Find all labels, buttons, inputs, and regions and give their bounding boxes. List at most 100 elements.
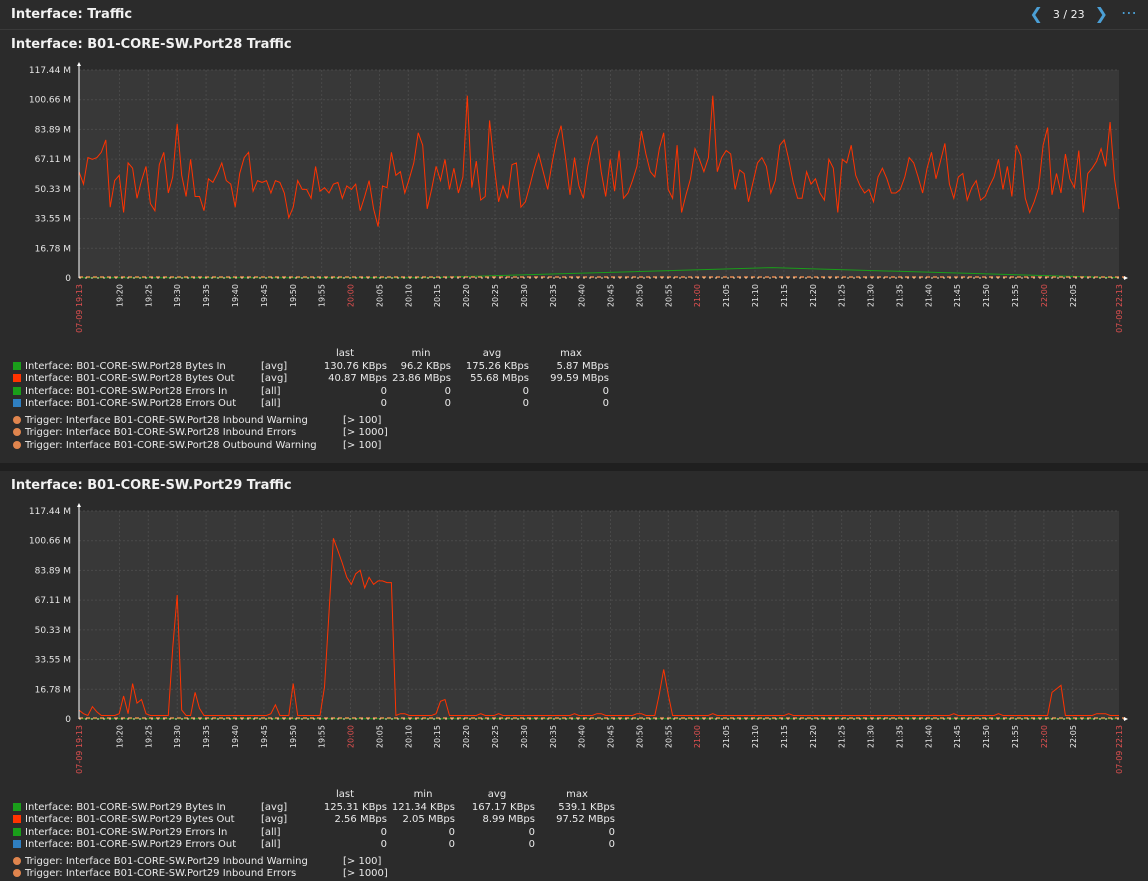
legend-item-avg: 8.99 MBps (457, 814, 537, 827)
x-tick-label: 20:50 (635, 725, 644, 748)
x-tick-label: 21:35 (895, 725, 904, 748)
x-tick-label: 21:05 (722, 725, 731, 748)
legend-item-name: Interface: B01-CORE-SW.Port29 Bytes In (25, 802, 226, 813)
trigger-dot (13, 416, 21, 424)
trigger-dot (13, 857, 21, 865)
x-tick-label: 19:25 (144, 725, 153, 748)
y-tick-label: 67.11 M (35, 596, 71, 606)
legend-port28: last min avg max Interface: B01-CORE-SW.… (13, 348, 611, 452)
page-indicator: 3 / 23 (1053, 8, 1085, 21)
legend-item-max: 0 (537, 839, 617, 852)
legend-item-func: [all] (261, 386, 301, 399)
legend-swatch (13, 399, 21, 407)
legend-item-avg: 0 (453, 398, 531, 411)
x-tick-label: 19:25 (144, 284, 153, 307)
legend-item-min: 0 (389, 398, 453, 411)
x-tick-label: 21:40 (924, 284, 933, 307)
trigger-dot (13, 441, 21, 449)
x-tick-label: 20:05 (375, 725, 384, 748)
legend-header-min: min (389, 348, 453, 361)
trigger-dot (13, 428, 21, 436)
legend-row: Interface: B01-CORE-SW.Port29 Errors In … (13, 827, 617, 840)
legend-item-name: Interface: B01-CORE-SW.Port28 Bytes In (25, 361, 226, 372)
trigger-value: [> 100] (343, 856, 388, 869)
legend-item-last: 125.31 KBps (301, 802, 389, 815)
legend-item-name: Interface: B01-CORE-SW.Port28 Errors Out (25, 398, 236, 409)
legend-item-max: 0 (537, 827, 617, 840)
x-tick-label: 20:40 (578, 284, 587, 307)
x-tick-label: 21:15 (780, 725, 789, 748)
legend-item-min: 0 (389, 839, 457, 852)
x-tick-label: 19:30 (173, 725, 182, 748)
y-tick-label: 83.89 M (35, 566, 71, 576)
y-tick-label: 100.66 M (29, 537, 71, 547)
legend-item-min: 121.34 KBps (389, 802, 457, 815)
legend-item-func: [avg] (261, 373, 301, 386)
y-tick-label: 0 (65, 715, 71, 725)
legend-item-last: 0 (301, 386, 389, 399)
legend-item-avg: 0 (453, 386, 531, 399)
legend-swatch (13, 374, 21, 382)
x-tick-label: 19:30 (173, 284, 182, 307)
x-axis-arrow (1124, 276, 1128, 280)
x-tick-label: 21:45 (953, 284, 962, 307)
graph-title-port29: Interface: B01-CORE-SW.Port29 Traffic (11, 478, 292, 493)
y-tick-label: 50.33 M (35, 626, 71, 636)
trigger-value: [> 100] (343, 440, 388, 453)
pager: ❮ 3 / 23 ❯ (1029, 6, 1108, 22)
legend-item-last: 2.56 MBps (301, 814, 389, 827)
legend-item-last: 130.76 KBps (301, 361, 389, 374)
x-tick-label: 20:30 (520, 284, 529, 307)
legend-header-avg: avg (457, 789, 537, 802)
x-tick-label: 20:15 (433, 284, 442, 307)
ellipsis-icon[interactable]: ⋯ (1121, 3, 1138, 22)
x-tick-label: 19:35 (202, 284, 211, 307)
x-tick-label: 21:25 (838, 725, 847, 748)
x-tick-label: 22:00 (1040, 725, 1049, 748)
chevron-right-icon[interactable]: ❯ (1095, 6, 1108, 22)
y-tick-label: 0 (65, 274, 71, 284)
legend-swatch (13, 815, 21, 823)
legend-item-func: [all] (261, 839, 301, 852)
trigger-row: Trigger: Interface B01-CORE-SW.Port29 In… (13, 856, 388, 869)
y-tick-label: 16.78 M (35, 244, 71, 254)
x-tick-label: 21:10 (751, 725, 760, 748)
legend-header-max: max (531, 348, 611, 361)
x-tick-label: 20:40 (578, 725, 587, 748)
legend-item-max: 5.87 MBps (531, 361, 611, 374)
legend-header-min: min (389, 789, 457, 802)
legend-swatch (13, 803, 21, 811)
trigger-dot (13, 869, 21, 877)
trigger-name: Trigger: Interface B01-CORE-SW.Port29 In… (25, 868, 296, 879)
x-tick-label: 20:05 (375, 284, 384, 307)
legend-item-max: 97.52 MBps (537, 814, 617, 827)
x-tick-label: 21:20 (809, 284, 818, 307)
y-tick-label: 83.89 M (35, 125, 71, 135)
graph-title-port28: Interface: B01-CORE-SW.Port28 Traffic (11, 37, 292, 52)
chevron-left-icon[interactable]: ❮ (1029, 6, 1042, 22)
trigger-row: Trigger: Interface B01-CORE-SW.Port28 In… (13, 427, 388, 440)
legend-item-func: [all] (261, 827, 301, 840)
trigger-value: [> 1000] (343, 868, 388, 881)
legend-row: Interface: B01-CORE-SW.Port29 Bytes Out … (13, 814, 617, 827)
legend-header-last: last (301, 789, 389, 802)
x-tick-label: 20:45 (607, 725, 616, 748)
trigger-value: [> 100] (343, 415, 388, 428)
trigger-name: Trigger: Interface B01-CORE-SW.Port29 In… (25, 856, 308, 867)
x-tick-label: 21:55 (1011, 725, 1020, 748)
x-tick-label: 20:10 (404, 725, 413, 748)
y-tick-label: 16.78 M (35, 685, 71, 695)
x-tick-label: 19:20 (115, 284, 124, 307)
legend-item-max: 99.59 MBps (531, 373, 611, 386)
legend-item-name: Interface: B01-CORE-SW.Port28 Bytes Out (25, 373, 235, 384)
legend-item-last: 0 (301, 827, 389, 840)
legend-item-avg: 0 (457, 827, 537, 840)
y-tick-label: 50.33 M (35, 185, 71, 195)
x-tick-label: 21:40 (924, 725, 933, 748)
legend-item-func: [avg] (261, 802, 301, 815)
x-tick-label: 19:45 (260, 284, 269, 307)
legend-row: Interface: B01-CORE-SW.Port29 Bytes In [… (13, 802, 617, 815)
x-tick-label: 21:45 (953, 725, 962, 748)
